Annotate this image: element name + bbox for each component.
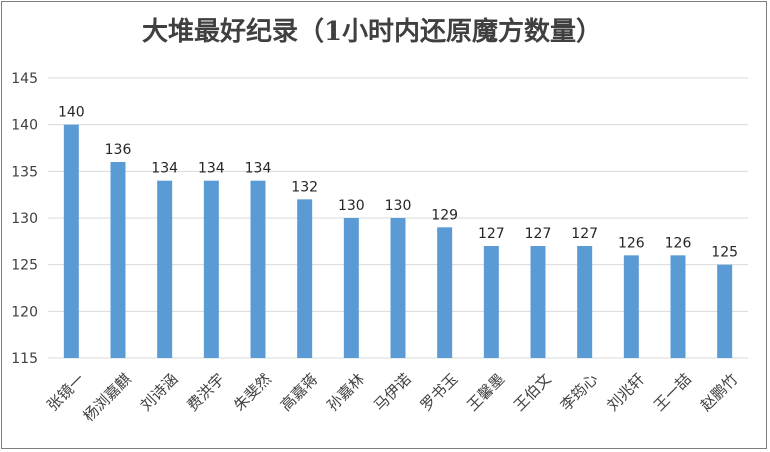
data-label: 134 [198, 161, 225, 177]
bar [483, 246, 499, 358]
bar [157, 180, 173, 358]
x-tick-label: 王伯文 [510, 370, 555, 415]
x-tick-label: 刘兆轩 [604, 370, 649, 415]
data-label: 134 [151, 161, 178, 177]
x-tick-label: 马伊诺 [370, 370, 415, 415]
x-tick-label: 杨浏嘉麒 [80, 370, 135, 425]
bar [530, 246, 546, 358]
data-label: 136 [105, 142, 132, 158]
chart-title: 大堆最好纪录（1小时内还原魔方数量） [142, 16, 602, 47]
data-label: 125 [711, 245, 738, 261]
y-tick-label: 140 [11, 118, 38, 134]
x-tick-label: 孙嘉林 [324, 370, 369, 415]
y-axis-ticks: 115 120 125 130 135 140 145 [11, 71, 38, 367]
data-label: 127 [525, 226, 552, 242]
x-tick-label: 刘诗涵 [137, 370, 182, 415]
x-tick-label: 朱斐然 [230, 370, 275, 415]
y-tick-label: 135 [11, 164, 38, 180]
x-tick-label: 李筠心 [557, 370, 602, 415]
data-label: 127 [571, 226, 598, 242]
data-label: 132 [291, 179, 318, 195]
bar [297, 199, 313, 358]
data-label: 126 [665, 235, 692, 251]
bar [437, 227, 453, 358]
bar [250, 180, 266, 358]
x-tick-label: 高嘉蒋 [277, 370, 322, 415]
data-label: 134 [245, 161, 272, 177]
y-tick-label: 145 [11, 71, 38, 87]
x-tick-label: 王一喆 [650, 370, 695, 415]
y-tick-label: 120 [11, 304, 38, 320]
bar [577, 246, 593, 358]
bar [670, 255, 686, 358]
bar [63, 124, 79, 359]
x-tick-label: 王馨墨 [464, 370, 509, 415]
data-label: 130 [338, 198, 365, 214]
data-label: 130 [385, 198, 412, 214]
data-labels: 140 136 134 134 134 132 130 130 129 127 127 127 126 1… [58, 105, 738, 261]
bar [717, 264, 733, 358]
data-label: 127 [478, 226, 505, 242]
x-tick-label: 张镜一 [44, 370, 89, 415]
bar [203, 180, 219, 358]
x-tick-label: 费洪宇 [184, 370, 229, 415]
bar [623, 255, 639, 358]
y-tick-label: 125 [11, 258, 38, 274]
bars [63, 124, 733, 359]
x-tick-label: 赵鹏竹 [697, 370, 742, 415]
bar [343, 218, 359, 358]
data-label: 140 [58, 105, 85, 121]
data-label: 129 [431, 207, 458, 223]
bar [390, 218, 406, 358]
y-tick-label: 130 [11, 211, 38, 227]
x-tick-label: 罗书玉 [417, 370, 462, 415]
bar [110, 162, 126, 358]
data-label: 126 [618, 235, 645, 251]
y-tick-label: 115 [11, 351, 38, 367]
